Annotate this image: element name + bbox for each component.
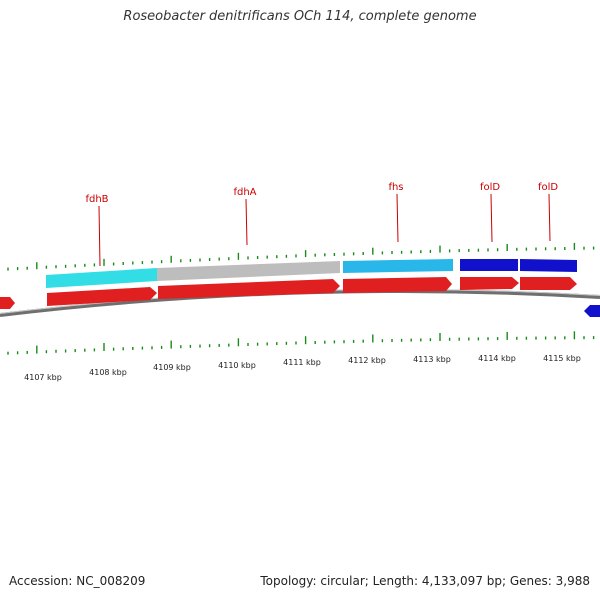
gene-label-folD[interactable]: folD [538,182,558,193]
gene-callouts: fdhB fdhA fhs folD folD [85,182,558,267]
inner-tick-ring [7,331,595,355]
cds-arrow-fhs[interactable] [343,277,452,293]
feature-fdhB[interactable] [46,268,157,288]
kbp-label: 4110 kbp [218,361,256,370]
cds-arrow-folD-1[interactable] [460,277,519,290]
feature-folD-2[interactable] [520,259,577,272]
kbp-label: 4112 kbp [348,356,386,365]
cds-ring [0,277,600,317]
cds-arrow-left-edge[interactable] [0,297,15,309]
gene-callout-line [490,193,493,243]
gene-label-fhs[interactable]: fhs [388,182,403,193]
kbp-label: 4107 kbp [24,373,62,382]
accession-text: Accession: NC_008209 [9,574,146,588]
gene-label-fdhA[interactable]: fdhA [233,187,256,198]
feature-folD-1[interactable] [460,259,518,271]
gene-callout-line [245,198,248,246]
outer-tick-ring [7,242,595,271]
kbp-label: 4109 kbp [153,363,191,372]
kbp-label: 4111 kbp [283,358,321,367]
feature-ring [46,259,577,288]
feature-fdhA[interactable] [157,261,340,281]
kbp-axis: 4107 kbp 4108 kbp 4109 kbp 4110 kbp 4111 kbp… [24,354,581,382]
gene-callout-line [548,193,551,242]
gene-callout-line [98,205,101,267]
kbp-label: 4115 kbp [543,354,581,363]
cds-arrow-fdhB[interactable] [47,287,157,306]
gene-callout-line [396,193,399,243]
gene-label-fdhB[interactable]: fdhB [85,194,108,205]
kbp-label: 4113 kbp [413,355,451,364]
kbp-label: 4114 kbp [478,354,516,363]
cds-arrow-fdhA[interactable] [158,279,340,299]
kbp-label: 4108 kbp [89,368,127,377]
cds-arrow-reverse-right-edge[interactable] [584,305,600,317]
cds-arrow-folD-2[interactable] [520,277,577,290]
genome-stats-text: Topology: circular; Length: 4,133,097 bp… [260,574,590,588]
map-title: Roseobacter denitrificans OCh 114, compl… [123,9,477,24]
feature-fhs[interactable] [343,259,453,273]
gene-label-folD[interactable]: folD [480,182,500,193]
